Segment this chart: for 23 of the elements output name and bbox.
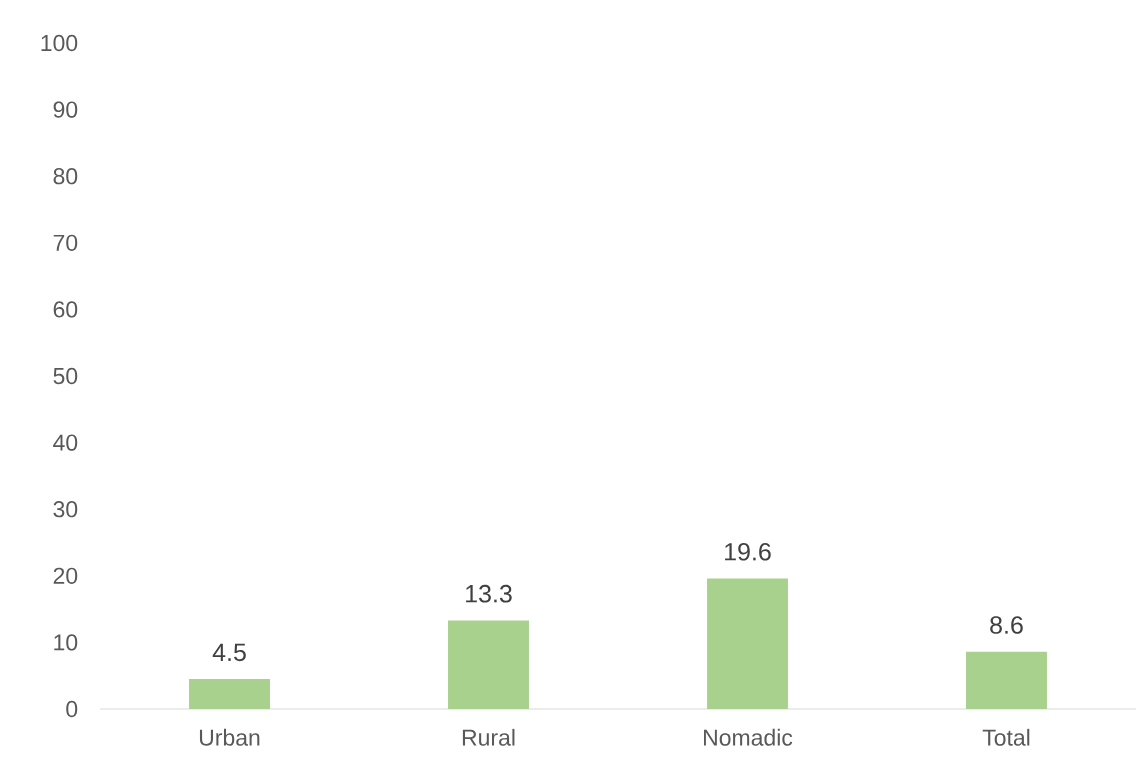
bar: [966, 651, 1047, 709]
data-label: 19.6: [725, 542, 771, 561]
bar: [448, 620, 529, 709]
y-tick-label: 90: [53, 101, 78, 118]
y-tick-label: 10: [54, 634, 78, 651]
data-label: 8.6: [990, 616, 1023, 634]
y-tick-label: 40: [53, 434, 78, 451]
x-tick-label: Total: [982, 728, 1030, 746]
bar: [707, 578, 788, 709]
y-tick-label: 80: [53, 168, 78, 185]
x-tick-label: Nomadic: [704, 728, 793, 746]
x-tick-label: Rural: [462, 728, 515, 746]
y-tick-label: 70: [53, 234, 78, 251]
y-tick-label: 50: [53, 367, 78, 385]
y-tick-label: 60: [53, 301, 78, 318]
y-tick-label: 0: [66, 700, 78, 718]
data-label: 4.5: [212, 643, 246, 662]
x-tick-label: Urban: [199, 728, 260, 746]
y-tick-label: 20: [53, 567, 78, 584]
y-tick-label: 30: [53, 501, 78, 518]
data-label: 13.3: [466, 584, 512, 603]
bar: [189, 679, 270, 709]
y-tick-label: 100: [41, 34, 78, 52]
